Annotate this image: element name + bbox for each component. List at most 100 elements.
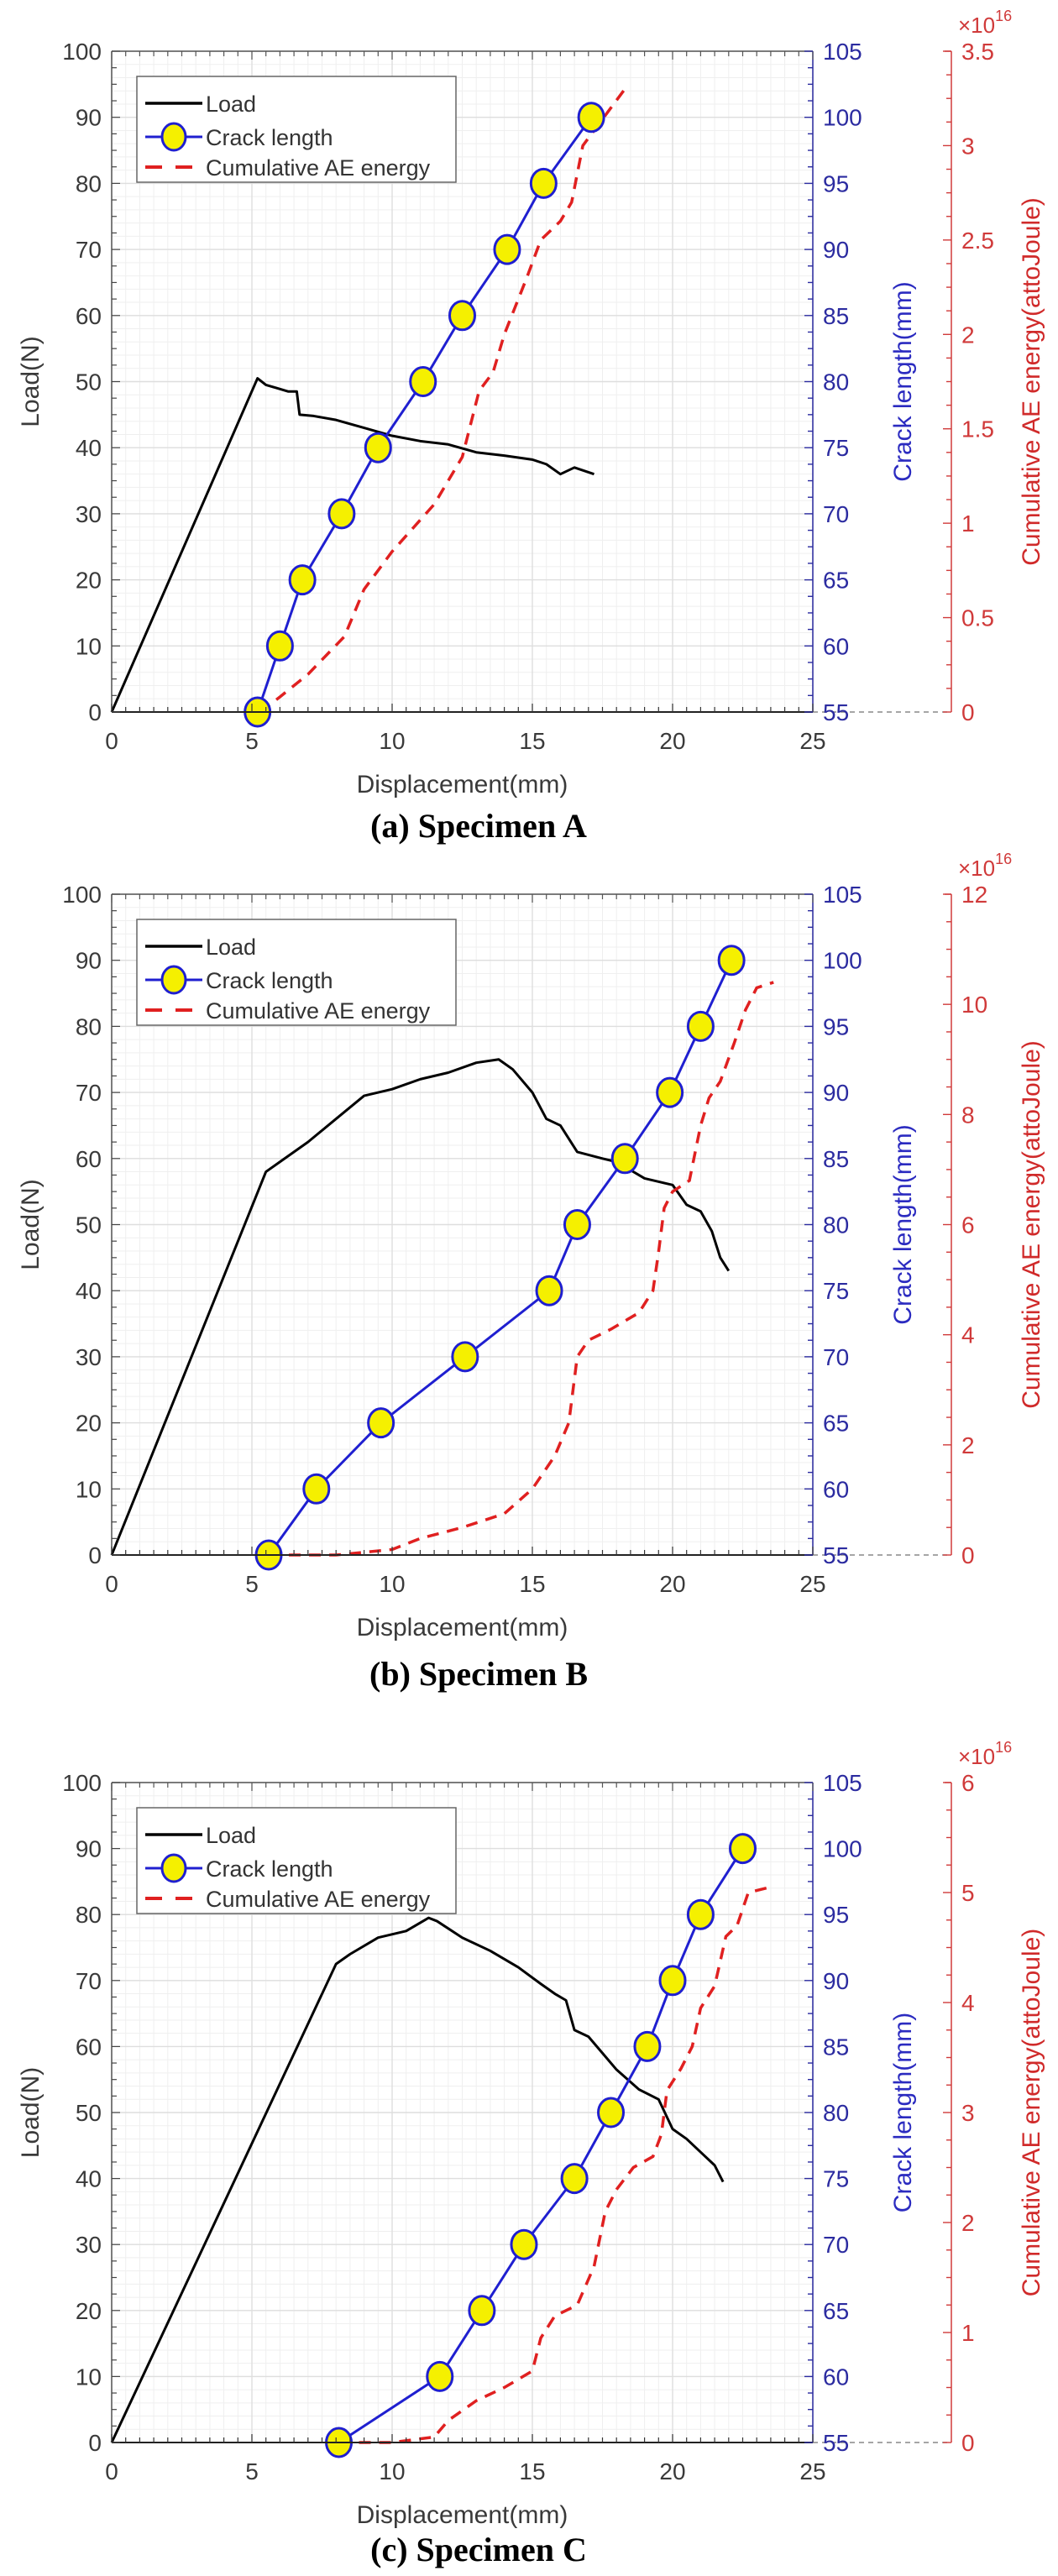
crack-length-marker (288, 564, 317, 596)
ae-multiplier-label: ×1016 (958, 8, 1012, 38)
ae-energy-series-line (269, 981, 774, 1557)
x-tick-label: 10 (379, 2458, 405, 2484)
crack-tick-label: 70 (823, 1344, 849, 1370)
y-tick-label: 10 (76, 2364, 102, 2390)
ae-energy-series-line (338, 1885, 772, 2444)
crack-length-marker (409, 366, 437, 397)
crack-length-marker (658, 1965, 687, 1997)
ae-tick-label: 0.5 (961, 605, 994, 631)
y-tick-label: 30 (76, 501, 102, 527)
legend: Load Crack length Cumulative AE energy (136, 919, 457, 1026)
y-tick-label: 40 (76, 2166, 102, 2192)
crack-tick-label: 80 (823, 369, 849, 395)
crack-length-marker (493, 233, 521, 265)
legend-label-ae: Cumulative AE energy (206, 998, 431, 1024)
ae-multiplier-label: ×1016 (958, 1739, 1012, 1769)
crack-tick-label: 80 (823, 1212, 849, 1238)
x-axis-label: Displacement(mm) (357, 1614, 568, 1641)
x-axis-label: Displacement(mm) (357, 771, 568, 798)
y-tick-label: 50 (76, 2100, 102, 2126)
crack-length-marker (729, 1833, 757, 1865)
x-tick-label: 10 (379, 728, 405, 754)
crack-tick-label: 85 (823, 303, 849, 329)
ae-tick-label: 1 (961, 2320, 975, 2346)
y-tick-label: 40 (76, 1278, 102, 1304)
crack-tick-label: 105 (823, 1770, 862, 1796)
x-tick-label: 25 (799, 728, 825, 754)
legend-label-load: Load (206, 935, 256, 960)
crack-length-marker (597, 2097, 626, 2128)
y-axis-label: Load(N) (17, 2067, 45, 2158)
y-tick-label: 70 (76, 1080, 102, 1106)
crack-length-marker (610, 1143, 639, 1175)
crack-length-marker (563, 1209, 591, 1240)
ae-tick-label: 4 (961, 1322, 975, 1348)
y-tick-label: 0 (88, 2430, 102, 2456)
legend-label-crack: Crack length (206, 968, 333, 993)
multiplier-exponent: 16 (995, 8, 1012, 24)
load-series-line (110, 1916, 725, 2443)
y-tick-label: 70 (76, 1968, 102, 1994)
y-tick-label: 20 (76, 2298, 102, 2324)
crack-tick-label: 95 (823, 1013, 849, 1039)
ae-energy-series-line (259, 87, 626, 714)
ae-axis-label: Cumulative AE energy(attoJoule) (1018, 197, 1045, 566)
legend-box (136, 76, 457, 183)
crack-length-marker (265, 630, 294, 662)
x-tick-label: 25 (799, 1571, 825, 1597)
crack-length-marker (364, 432, 392, 463)
panel-caption: (b) Specimen B (369, 1655, 588, 1693)
crack-length-marker (529, 167, 558, 199)
crack-tick-label: 65 (823, 2298, 849, 2324)
crack-length-marker (327, 498, 356, 530)
y-tick-label: 0 (88, 699, 102, 725)
x-tick-label: 0 (105, 1571, 118, 1597)
x-tick-label: 0 (105, 2458, 118, 2484)
crack-tick-label: 100 (823, 105, 862, 131)
crack-tick-label: 75 (823, 2166, 849, 2192)
ae-tick-label: 8 (961, 1102, 975, 1128)
crack-tick-label: 75 (823, 435, 849, 461)
crack-tick-label: 85 (823, 2034, 849, 2060)
legend-crack-marker (160, 122, 187, 152)
ae-tick-label: 10 (961, 992, 987, 1018)
crack-length-series-line (256, 116, 593, 713)
x-tick-label: 15 (519, 1571, 545, 1597)
y-tick-label: 90 (76, 1836, 102, 1862)
legend-box (136, 1807, 457, 1914)
multiplier-base: ×10 (958, 13, 995, 38)
crack-axis-label: Crack length(mm) (889, 2013, 917, 2212)
major-grid (111, 1782, 814, 2443)
crack-axis-label: Crack length(mm) (889, 281, 917, 481)
crack-length-marker (451, 1341, 479, 1373)
crack-length-marker (560, 2163, 589, 2195)
crack-length-marker (448, 300, 476, 332)
y-tick-label: 90 (76, 948, 102, 974)
x-tick-label: 0 (105, 728, 118, 754)
chart-panel-b: 0 5 10 15 20 25010203040506070809010055606570… (17, 851, 1045, 1693)
y-tick-label: 60 (76, 303, 102, 329)
y-tick-label: 70 (76, 237, 102, 263)
legend-label-ae: Cumulative AE energy (206, 1887, 431, 1912)
panel-caption: (a) Specimen A (370, 807, 587, 845)
ae-tick-label: 12 (961, 882, 987, 908)
crack-tick-label: 65 (823, 568, 849, 594)
legend: Load Crack length Cumulative AE energy (136, 76, 457, 183)
y-tick-label: 60 (76, 2034, 102, 2060)
ae-tick-label: 4 (961, 1990, 975, 2016)
crack-tick-label: 85 (823, 1146, 849, 1172)
crack-length-marker (302, 1473, 331, 1505)
y-tick-label: 20 (76, 568, 102, 594)
crack-tick-label: 95 (823, 1902, 849, 1928)
crack-length-marker (510, 2228, 538, 2260)
y-tick-label: 50 (76, 1212, 102, 1238)
y-tick-label: 60 (76, 1146, 102, 1172)
x-tick-label: 5 (245, 2458, 259, 2484)
x-tick-label: 5 (245, 728, 259, 754)
crack-length-series-line (267, 960, 733, 1556)
ae-tick-label: 0 (961, 1542, 975, 1568)
crack-tick-label: 60 (823, 2364, 849, 2390)
x-tick-label: 15 (519, 728, 545, 754)
ae-tick-label: 2 (961, 2210, 975, 2236)
